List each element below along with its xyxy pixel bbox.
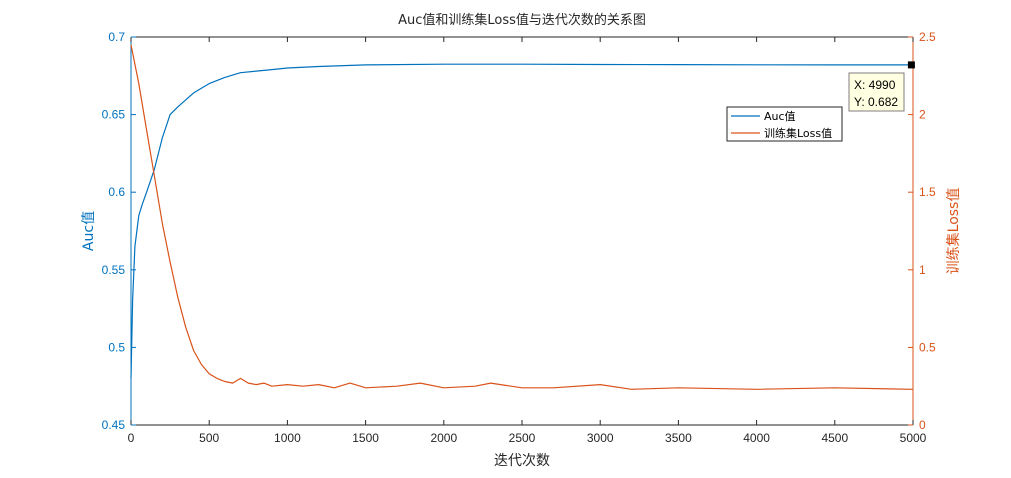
y-right-tick-label: 2.5 (919, 30, 936, 44)
datatip[interactable]: X: 4990 Y: 0.682 (848, 61, 915, 112)
x-tick-label: 2500 (509, 431, 536, 445)
y-left-tick-label: 0.7 (108, 30, 125, 44)
y-axis-left-label: Auc值 (81, 211, 97, 251)
y-left-tick-label: 0.55 (102, 263, 126, 277)
y-axis-right-label: 训练集Loss值 (945, 188, 962, 275)
series-layer (130, 44, 914, 390)
legend-box (726, 106, 843, 142)
datatip-marker[interactable] (907, 61, 915, 69)
chart-title: Auc值和训练集Loss值与迭代次数的关系图 (398, 12, 646, 28)
legend-label-auc: Auc值 (764, 110, 796, 123)
series-line-auc (130, 63, 913, 379)
x-tick-label: 0 (128, 431, 135, 445)
x-axis: 0 500 1000 1500 2000 2500 3000 3500 4000 4500 5000 (128, 37, 927, 445)
y-right-tick-label: 2 (919, 108, 926, 122)
datatip-x: X: 4990 (854, 78, 896, 92)
y-axis-left: 0.45 0.5 0.55 0.6 0.65 0.7 (102, 30, 136, 432)
x-tick-label: 1500 (352, 431, 379, 445)
y-left-tick-label: 0.5 (108, 340, 125, 354)
y-left-tick-label: 0.6 (108, 185, 125, 199)
series-line-loss (130, 44, 914, 390)
y-right-tick-label: 1 (919, 263, 926, 277)
plot-area (130, 36, 914, 426)
datatip-box (848, 72, 905, 112)
legend: Auc值 训练集Loss值 (726, 106, 843, 142)
x-tick-label: 3500 (665, 431, 692, 445)
datatip-y: Y: 0.682 (854, 95, 898, 109)
y-right-tick-label: 0 (919, 418, 926, 432)
y-right-tick-label: 1.5 (919, 185, 936, 199)
x-tick-label: 4000 (743, 431, 770, 445)
x-tick-label: 2000 (430, 431, 457, 445)
x-tick-label: 3000 (587, 431, 614, 445)
y-left-tick-label: 0.65 (102, 108, 126, 122)
x-tick-label: 5000 (900, 431, 927, 445)
x-tick-label: 500 (199, 431, 219, 445)
x-tick-label: 1000 (274, 431, 301, 445)
x-tick-label: 4500 (821, 431, 848, 445)
y-axis-right: 0 0.5 1 1.5 2 2.5 (908, 30, 936, 432)
legend-label-loss: 训练集Loss值 (764, 126, 832, 140)
y-left-tick-label: 0.45 (102, 418, 126, 432)
y-right-tick-label: 0.5 (919, 340, 936, 354)
x-axis-label: 迭代次数 (494, 453, 550, 469)
